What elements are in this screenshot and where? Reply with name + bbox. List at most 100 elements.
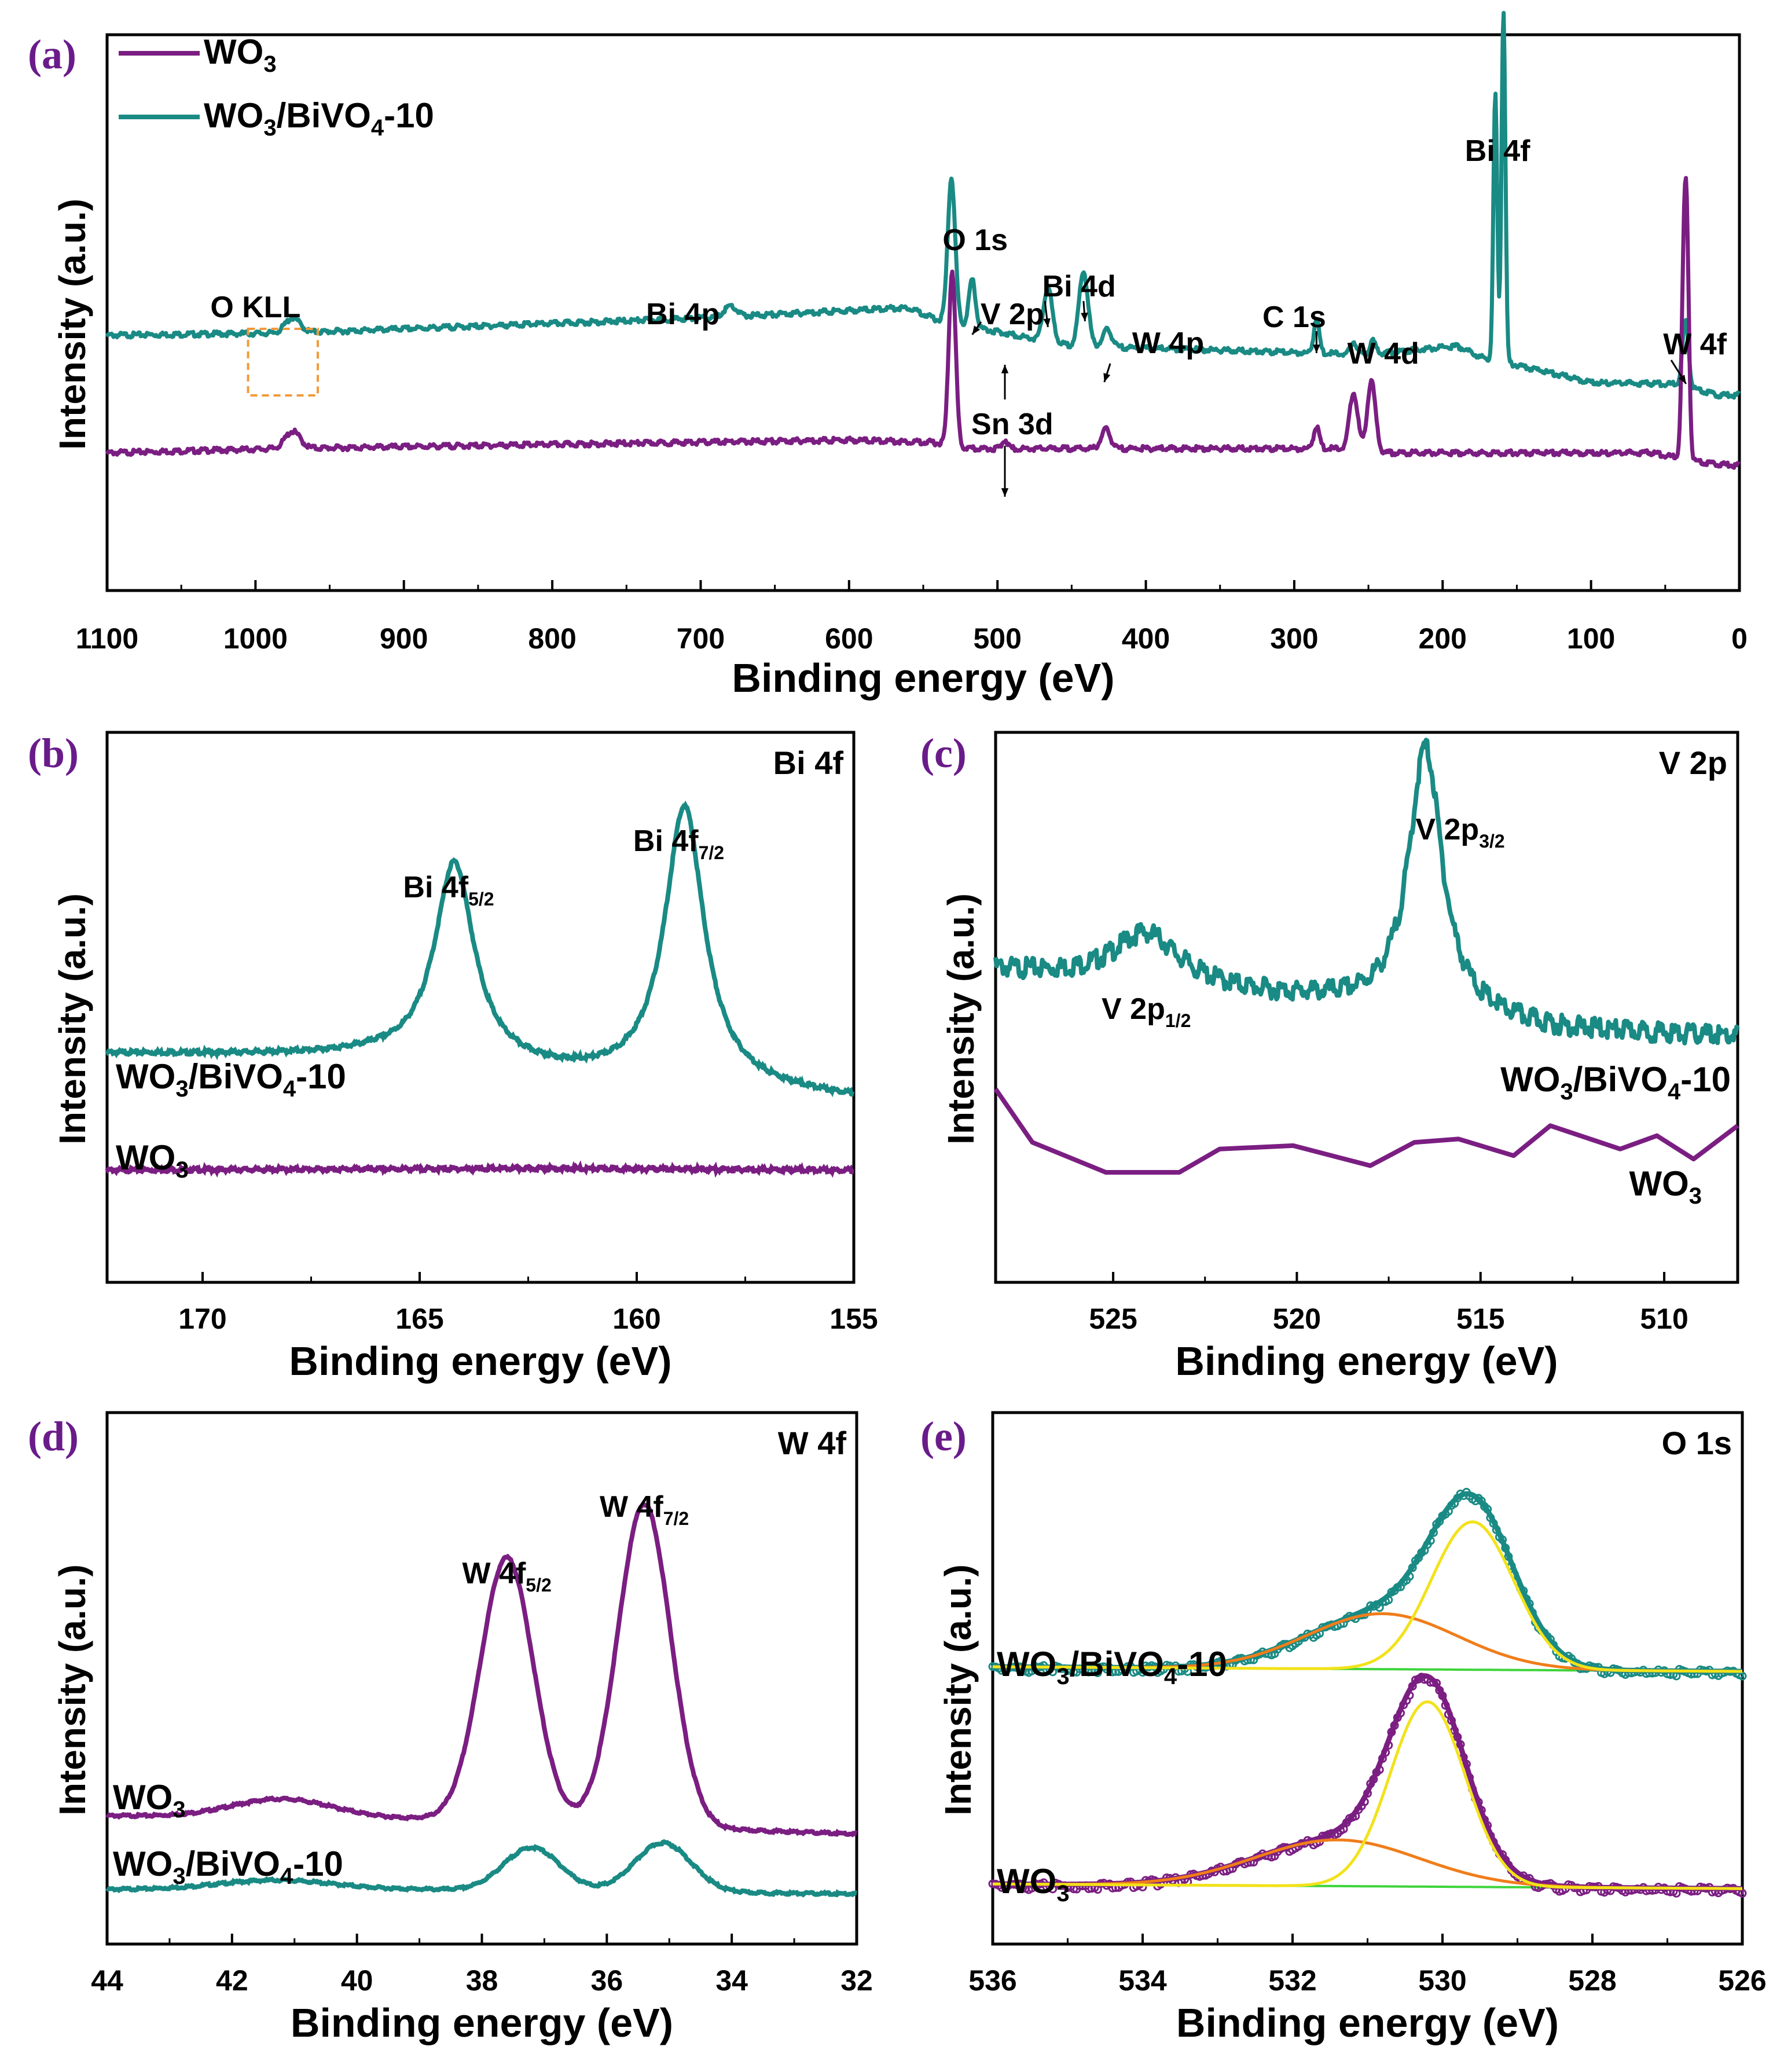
series-line-wo3 bbox=[105, 1160, 854, 1178]
y-axis-label: Intensity (a.u.) bbox=[937, 1564, 979, 1816]
x-axis-label: Binding energy (eV) bbox=[291, 2000, 673, 2045]
x-tick-label: 400 bbox=[1122, 622, 1170, 655]
series-line-wo3 bbox=[993, 1087, 1739, 1175]
x-axis-label: Binding energy (eV) bbox=[1175, 1338, 1558, 1384]
x-tick-label: 300 bbox=[1270, 622, 1318, 655]
x-tick-label: 525 bbox=[1089, 1303, 1137, 1335]
annotation-w-4d: W 4d bbox=[1348, 337, 1419, 371]
x-tick-label: 515 bbox=[1456, 1303, 1504, 1335]
annotation-w-4p: W 4p bbox=[1132, 327, 1204, 360]
annotation-bi-4f: Bi 4f bbox=[1465, 134, 1530, 168]
arrow-w4f-head bbox=[1678, 375, 1686, 384]
series-label-wo3: WO3 bbox=[116, 1138, 189, 1183]
x-tick-label: 510 bbox=[1640, 1303, 1688, 1335]
x-tick-label: 526 bbox=[1718, 1964, 1766, 1997]
panel-label-c: (c) bbox=[920, 730, 967, 776]
y-axis-label: Intensity (a.u.) bbox=[940, 893, 982, 1145]
series-label-wo3: WO3 bbox=[113, 1778, 186, 1822]
x-tick-label: 1000 bbox=[223, 622, 288, 655]
fit-component-lattice-wo3-bivo4-10 bbox=[992, 1520, 1742, 1673]
y-axis-label: Intensity (a.u.) bbox=[52, 893, 93, 1145]
x-tick-label: 44 bbox=[91, 1964, 123, 1997]
legend-label: WO3/BiVO4-10 bbox=[204, 96, 434, 141]
x-tick-label: 165 bbox=[395, 1303, 443, 1335]
peak-label-v2p12: V 2p1/2 bbox=[1102, 992, 1191, 1031]
series-label-wo3: WO3 bbox=[1629, 1164, 1702, 1209]
series-line-wo3-bivo4-10 bbox=[105, 10, 1741, 400]
x-tick-label: 100 bbox=[1567, 622, 1615, 655]
x-tick-label: 36 bbox=[591, 1964, 623, 1997]
arrow-w4p-head bbox=[1103, 373, 1111, 382]
series-line-wo3 bbox=[105, 1502, 858, 1838]
series-label-wo3-bivo4-10: WO3/BiVO4-10 bbox=[997, 1645, 1227, 1689]
series-line-wo3-bivo4-10 bbox=[105, 800, 855, 1098]
peak-label-bi4f52: Bi 4f5/2 bbox=[403, 871, 494, 910]
x-tick-label: 528 bbox=[1568, 1964, 1616, 1997]
x-tick-label: 800 bbox=[528, 622, 576, 655]
series-label-wo3: WO3 bbox=[997, 1862, 1070, 1906]
legend: WO3 WO3/BiVO4-10 bbox=[119, 32, 434, 141]
x-tick-label: 534 bbox=[1118, 1964, 1167, 1997]
x-tick-label: 34 bbox=[715, 1964, 748, 1997]
annotation-v-2p: V 2p bbox=[981, 298, 1044, 331]
arrow-bi4d-2-head bbox=[1081, 312, 1088, 321]
series-label-wo3-bivo4-10: WO3/BiVO4-10 bbox=[1500, 1060, 1731, 1105]
arrow-bi4d-head bbox=[1043, 318, 1051, 327]
plot-frame bbox=[105, 731, 856, 1284]
panel-label-e: (e) bbox=[920, 1413, 967, 1459]
arrow-c1s-head bbox=[1313, 344, 1320, 353]
legend-label: WO3 bbox=[204, 32, 277, 77]
y-axis-label: Intensity (a.u.) bbox=[52, 199, 93, 450]
x-tick-label: 0 bbox=[1731, 622, 1748, 655]
o-kll-highlight-box bbox=[247, 328, 320, 397]
annotation-sn-3d: Sn 3d bbox=[971, 408, 1053, 441]
series-line-wo3 bbox=[105, 175, 1741, 470]
panel-title-c: V 2p bbox=[1659, 745, 1727, 781]
x-tick-label: 532 bbox=[1268, 1964, 1316, 1997]
annotation-o-kll: O KLL bbox=[210, 291, 300, 324]
x-tick-label: 520 bbox=[1273, 1303, 1321, 1335]
annotation-bi-4d: Bi 4d bbox=[1042, 270, 1116, 303]
series-label-wo3-bivo4-10: WO3/BiVO4-10 bbox=[116, 1057, 346, 1102]
x-tick-label: 160 bbox=[612, 1303, 660, 1335]
annotation-bi-4p: Bi 4p bbox=[646, 298, 720, 331]
x-axis-label: Binding energy (eV) bbox=[289, 1338, 671, 1384]
peak-label-bi4f72: Bi 4f7/2 bbox=[633, 824, 724, 863]
arrow-sn3d-up-head bbox=[1001, 365, 1009, 373]
panel-title-b: Bi 4f bbox=[773, 745, 844, 781]
annotation-o-1s: O 1s bbox=[942, 223, 1008, 257]
series-label-wo3-bivo4-10: WO3/BiVO4-10 bbox=[113, 1844, 343, 1889]
annotation-c-1s: C 1s bbox=[1262, 300, 1326, 334]
x-tick-label: 530 bbox=[1418, 1964, 1466, 1997]
panel-title-d: W 4f bbox=[778, 1425, 847, 1461]
peak-label-v2p32: V 2p3/2 bbox=[1415, 813, 1504, 852]
x-tick-label: 1100 bbox=[76, 622, 138, 655]
panel-c: 525 520 515 510 Binding energy (eV) Intensity… bbox=[920, 730, 1740, 1384]
x-tick-label: 536 bbox=[968, 1964, 1016, 1997]
x-axis-label: Binding energy (eV) bbox=[1176, 2000, 1559, 2045]
arrow-v2p-head bbox=[972, 325, 981, 335]
panel-label-d: (d) bbox=[28, 1413, 79, 1459]
x-tick-label: 200 bbox=[1419, 622, 1467, 655]
series-line-wo3-bivo4-10 bbox=[993, 738, 1740, 1046]
x-tick-label: 900 bbox=[380, 622, 428, 655]
x-tick-label: 38 bbox=[466, 1964, 498, 1997]
x-tick-label: 155 bbox=[829, 1303, 878, 1335]
x-tick-label: 500 bbox=[973, 622, 1021, 655]
x-tick-label: 170 bbox=[178, 1303, 226, 1335]
arrow-sn3d-down-head bbox=[1001, 488, 1009, 497]
x-tick-label: 40 bbox=[341, 1964, 373, 1997]
panel-label-b: (b) bbox=[28, 730, 79, 776]
peak-label-w4f72: W 4f7/2 bbox=[600, 1490, 689, 1529]
plot-frame bbox=[994, 731, 1739, 1284]
x-tick-label: 32 bbox=[840, 1964, 873, 1997]
x-tick-label: 600 bbox=[825, 622, 873, 655]
x-tick-label: 42 bbox=[216, 1964, 248, 1997]
x-axis-label: Binding energy (eV) bbox=[732, 655, 1114, 701]
fit-component-lattice-wo3 bbox=[993, 1700, 1742, 1890]
series-line-wo3-bivo4-10 bbox=[105, 1839, 857, 1898]
annotation-w-4f: W 4f bbox=[1663, 328, 1727, 361]
y-axis-label: Intensity (a.u.) bbox=[52, 1564, 93, 1816]
panel-d: 44 42 40 38 36 34 32 Binding energy (eV) Intensi… bbox=[28, 1411, 873, 2045]
